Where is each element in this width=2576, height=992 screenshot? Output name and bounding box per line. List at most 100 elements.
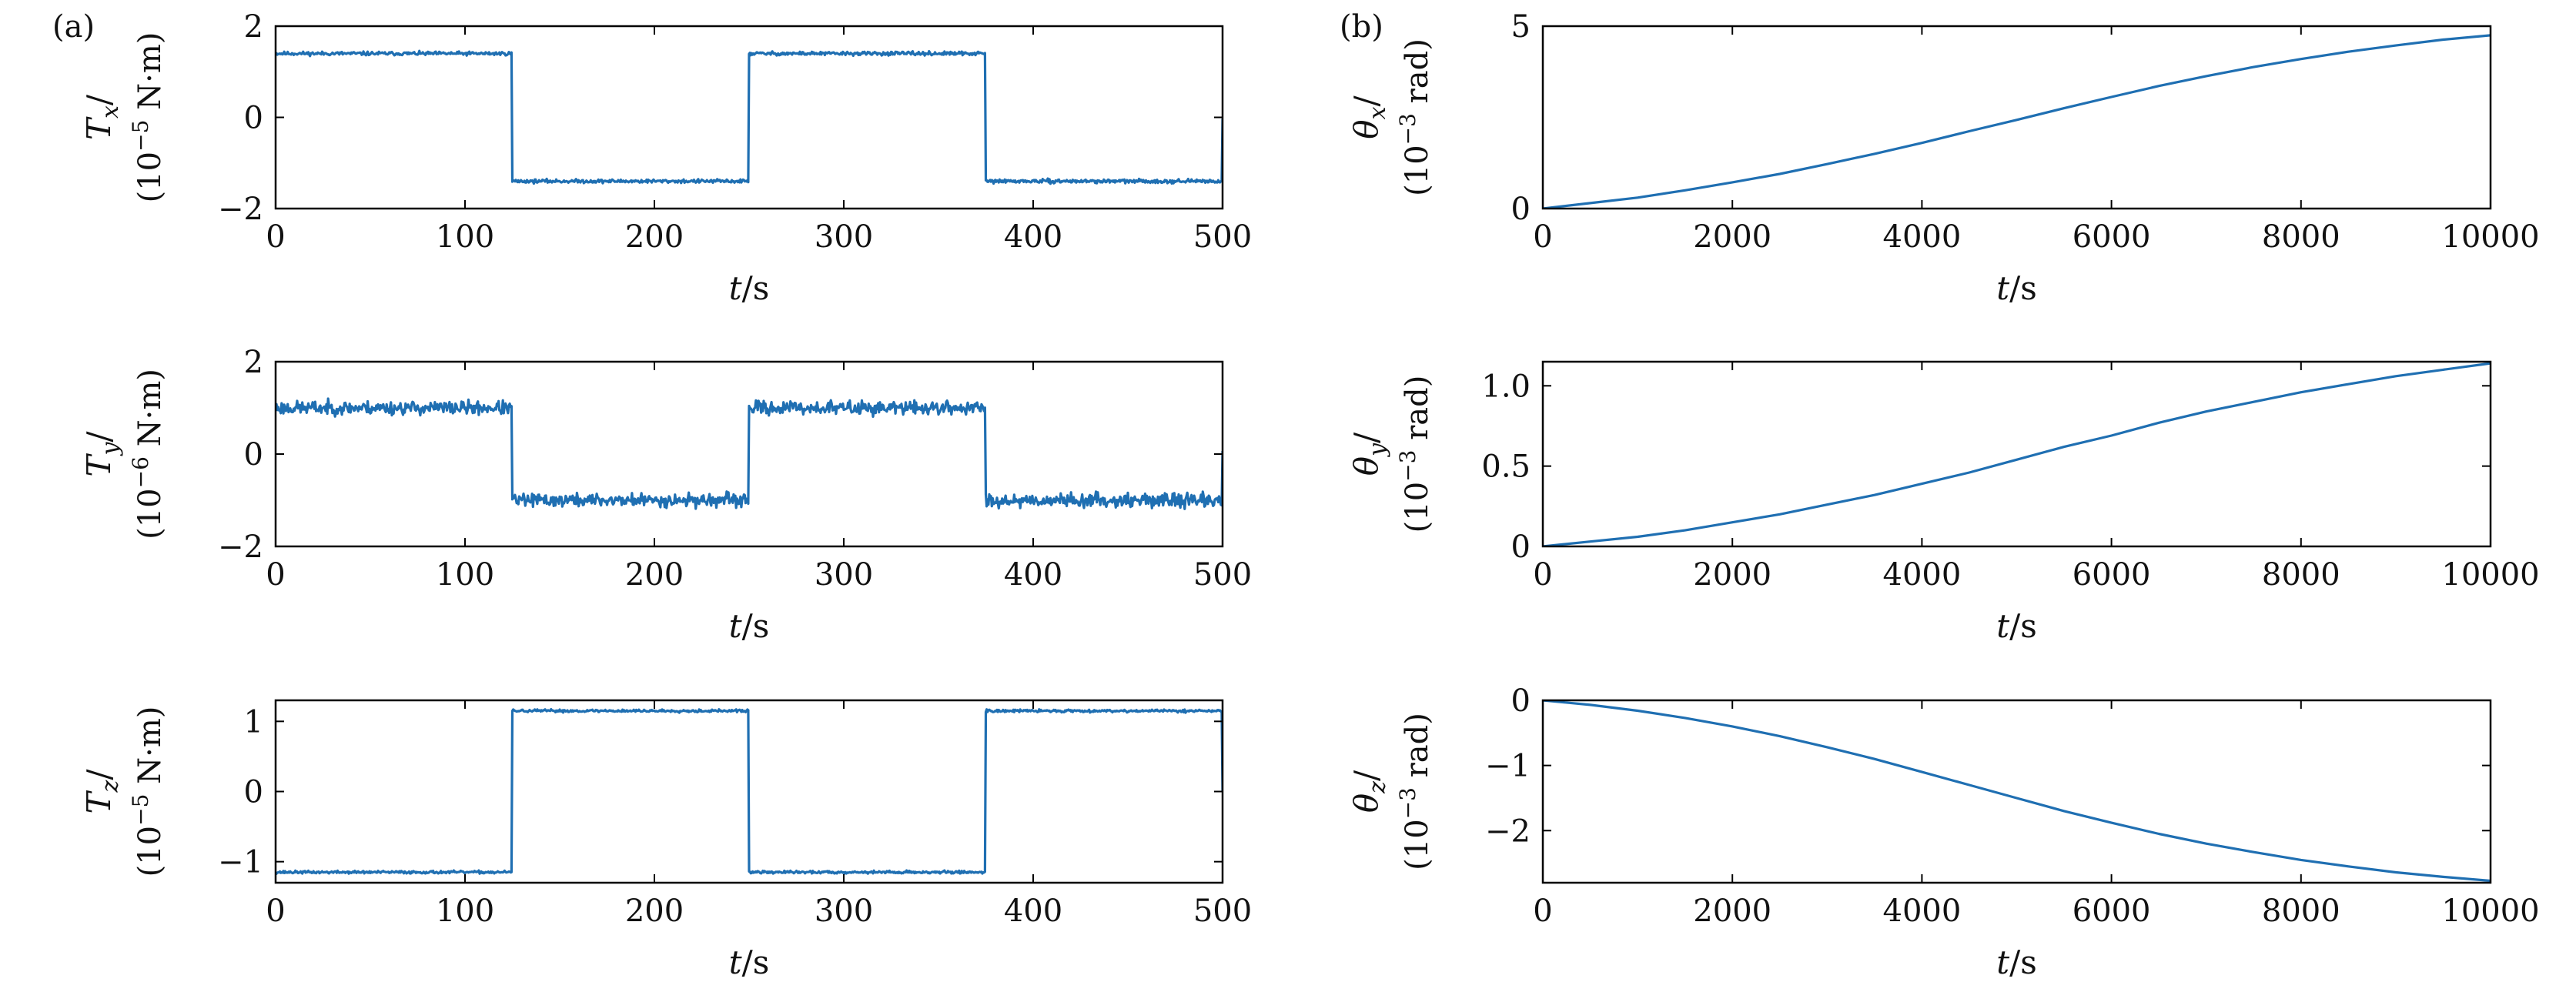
x-axis-label-var: t bbox=[1996, 269, 2009, 307]
x-tick-label: 2000 bbox=[1693, 219, 1771, 255]
y-axis-unit-rest: N·m) bbox=[132, 369, 168, 456]
x-tick-label: 4000 bbox=[1883, 557, 1962, 593]
series-line-T_z bbox=[276, 708, 1223, 875]
y-axis-label-slash: / bbox=[1347, 770, 1385, 781]
y-axis-unit-rest: N·m) bbox=[132, 32, 168, 120]
x-axis-label-var: t bbox=[1996, 607, 2009, 645]
x-tick-label: 200 bbox=[625, 893, 684, 929]
y-axis-unit-base: (10 bbox=[132, 488, 168, 539]
x-tick-label: 10000 bbox=[2441, 557, 2539, 593]
y-tick-label: −2 bbox=[1485, 813, 1531, 849]
y-tick-label: 0 bbox=[244, 437, 263, 473]
y-axis-unit-exponent: −5 bbox=[128, 794, 153, 826]
x-tick-label: 400 bbox=[1004, 557, 1062, 593]
x-axis-label: t/s bbox=[1996, 607, 2037, 645]
series-line-theta_x bbox=[1543, 34, 2491, 209]
panel-label-b: (b) bbox=[1340, 9, 1383, 45]
y-axis-label-symbol: T bbox=[80, 790, 118, 813]
x-tick-label: 300 bbox=[815, 893, 873, 929]
y-tick-label: −2 bbox=[218, 192, 263, 227]
y-axis-unit-base: (10 bbox=[1400, 145, 1435, 196]
y-axis-label-slash: / bbox=[1347, 432, 1385, 443]
x-tick-label: 100 bbox=[436, 219, 494, 255]
y-axis-label-quantity: θz/ bbox=[1347, 770, 1391, 813]
x-tick-label: 8000 bbox=[2262, 893, 2340, 929]
y-axis-label-quantity: Tx/ bbox=[80, 94, 124, 140]
series-line-T_y bbox=[276, 397, 1223, 510]
y-axis-label-subscript: z bbox=[1364, 781, 1391, 794]
y-tick-label: 1.0 bbox=[1481, 369, 1531, 404]
x-tick-label: 4000 bbox=[1883, 893, 1962, 929]
y-tick-label: 2 bbox=[244, 345, 263, 380]
plot-frame bbox=[1541, 25, 2492, 210]
y-axis-unit-exponent: −6 bbox=[128, 456, 153, 488]
y-tick-label: 1 bbox=[244, 704, 263, 740]
y-axis-label-slash: / bbox=[80, 769, 118, 780]
x-tick-label: 10000 bbox=[2441, 893, 2539, 929]
x-tick-label: 6000 bbox=[2073, 219, 2151, 255]
y-axis-label-quantity: Ty/ bbox=[80, 431, 124, 477]
x-axis-label: t/s bbox=[729, 607, 770, 645]
x-axis-label: t/s bbox=[729, 944, 770, 981]
x-tick-label: 2000 bbox=[1693, 893, 1771, 929]
y-axis-label-subscript: x bbox=[97, 105, 124, 119]
x-axis-label-var: t bbox=[729, 607, 742, 645]
plot-frame bbox=[1541, 699, 2492, 884]
y-axis-unit-exponent: −5 bbox=[128, 120, 153, 152]
y-tick-label: −1 bbox=[1485, 749, 1531, 784]
x-tick-label: 500 bbox=[1193, 557, 1252, 593]
x-tick-label: 400 bbox=[1004, 893, 1062, 929]
y-tick-label: 0 bbox=[244, 101, 263, 136]
x-axis-label-unit: /s bbox=[2009, 607, 2037, 645]
x-axis-label-var: t bbox=[729, 944, 742, 981]
series-line-T_x bbox=[276, 49, 1223, 185]
x-axis-label: t/s bbox=[729, 269, 770, 307]
y-axis-label-symbol: θ bbox=[1347, 456, 1385, 476]
y-axis-label-symbol: T bbox=[80, 116, 118, 140]
x-tick-label: 100 bbox=[436, 893, 494, 929]
x-tick-label: 200 bbox=[625, 557, 684, 593]
y-axis-label-unit: (10−5 N·m) bbox=[128, 706, 168, 877]
y-axis-label-unit: (10−3 rad) bbox=[1395, 38, 1435, 196]
y-axis-unit-exponent: −3 bbox=[1395, 113, 1420, 145]
y-tick-label: 0 bbox=[244, 775, 263, 810]
y-axis-label-unit: (10−6 N·m) bbox=[128, 369, 168, 539]
x-axis-label-unit: /s bbox=[2009, 944, 2037, 981]
y-axis-label-quantity: θx/ bbox=[1347, 95, 1391, 139]
x-tick-label: 500 bbox=[1193, 219, 1252, 255]
panel-label-a: (a) bbox=[52, 9, 95, 45]
y-tick-label: 0.5 bbox=[1481, 449, 1531, 485]
y-axis-label-unit: (10−3 rad) bbox=[1395, 376, 1435, 533]
y-axis-unit-base: (10 bbox=[1400, 819, 1435, 870]
x-axis-label-unit: /s bbox=[2009, 269, 2037, 307]
x-tick-label: 500 bbox=[1193, 893, 1252, 929]
y-tick-label: −2 bbox=[218, 529, 263, 565]
x-tick-label: 0 bbox=[1533, 893, 1552, 929]
x-axis-label-unit: /s bbox=[742, 607, 770, 645]
y-tick-label: 2 bbox=[244, 9, 263, 45]
series-line-theta_z bbox=[1543, 700, 2491, 883]
chart-thy: 0 2000 4000 6000 8000 1000000.51.0t/sθy/(10−3… bbox=[1347, 360, 2540, 645]
x-axis-label-var: t bbox=[1996, 944, 2009, 981]
y-axis-unit-exponent: −3 bbox=[1395, 787, 1420, 819]
series-line-theta_y bbox=[1543, 362, 2491, 546]
y-axis-label-symbol: θ bbox=[1347, 119, 1385, 139]
x-tick-label: 10000 bbox=[2441, 219, 2539, 255]
x-axis-label: t/s bbox=[1996, 269, 2037, 307]
x-tick-label: 300 bbox=[815, 557, 873, 593]
x-axis-label-unit: /s bbox=[742, 944, 770, 981]
y-axis-label-slash: / bbox=[80, 94, 118, 105]
x-tick-label: 4000 bbox=[1883, 219, 1962, 255]
x-tick-label: 8000 bbox=[2262, 557, 2340, 593]
x-tick-label: 0 bbox=[1533, 219, 1552, 255]
y-axis-label-subscript: x bbox=[1364, 106, 1391, 119]
y-axis-unit-base: (10 bbox=[132, 152, 168, 203]
y-tick-label: 0 bbox=[1511, 192, 1531, 227]
y-axis-label-quantity: Tz/ bbox=[80, 769, 124, 814]
